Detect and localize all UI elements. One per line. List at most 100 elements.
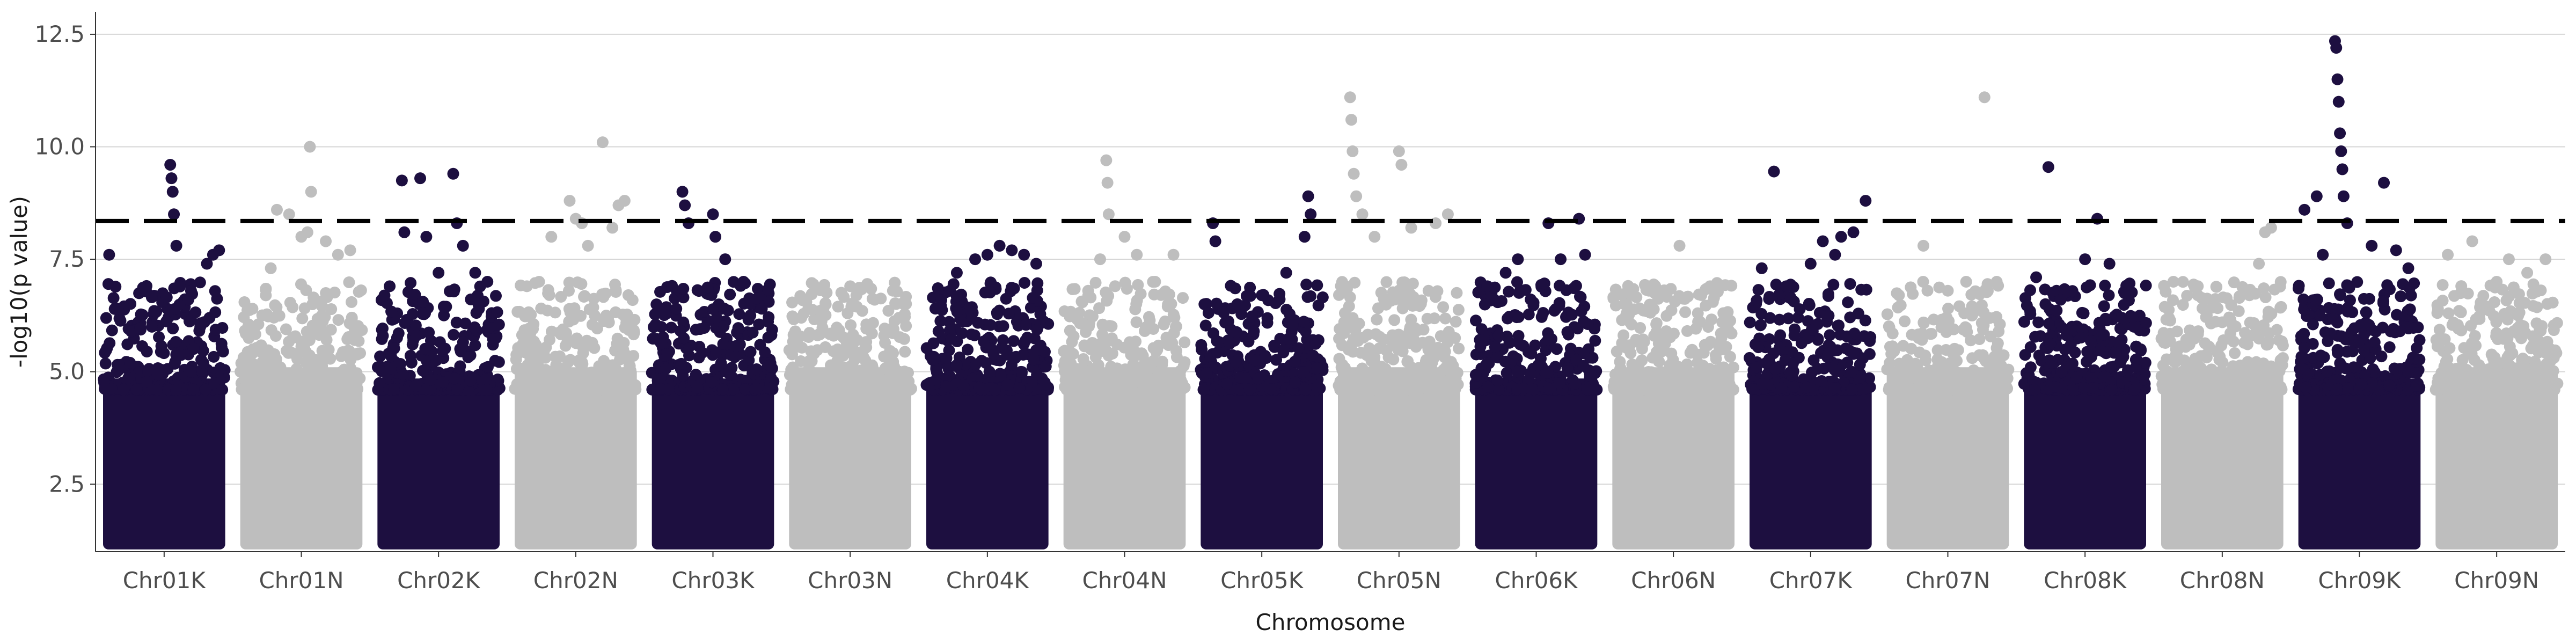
point — [2029, 331, 2041, 343]
x-tick-label: Chr06K — [1495, 567, 1578, 594]
point — [2056, 321, 2068, 334]
peak-point — [185, 284, 197, 297]
point — [847, 361, 859, 373]
point — [2176, 366, 2189, 378]
point — [815, 315, 828, 327]
point — [1086, 382, 1098, 394]
peak-point — [1344, 91, 1356, 104]
point — [1527, 296, 1540, 309]
point — [1144, 314, 1156, 327]
point — [421, 355, 433, 367]
peak-point — [124, 356, 136, 369]
point-cloud-Chr03N — [789, 367, 911, 550]
point — [1197, 384, 1210, 396]
point — [1512, 311, 1525, 323]
point — [1492, 329, 1505, 341]
point — [2455, 306, 2467, 318]
point — [1569, 377, 1582, 390]
point — [1697, 374, 1710, 386]
x-tick-label: Chr01K — [123, 567, 207, 594]
point — [851, 334, 863, 346]
point — [1709, 349, 1722, 361]
point — [425, 383, 437, 396]
point — [1644, 384, 1657, 396]
point — [2200, 352, 2213, 364]
point — [2187, 279, 2200, 291]
point — [627, 324, 640, 336]
point — [1703, 363, 1716, 375]
point — [406, 338, 419, 350]
point — [947, 278, 960, 290]
point — [2505, 305, 2517, 317]
point — [2298, 342, 2310, 354]
point — [1805, 324, 1818, 336]
point — [450, 317, 463, 329]
point — [1346, 312, 1359, 324]
point — [239, 327, 252, 340]
point — [1774, 341, 1786, 354]
point — [1162, 298, 1174, 311]
point — [1582, 318, 1594, 330]
peak-point — [1070, 312, 1082, 324]
peak-point — [1346, 145, 1359, 157]
point — [1333, 289, 1345, 301]
y-tick-label: 12.5 — [34, 21, 85, 47]
point — [711, 312, 723, 324]
peak-point — [1829, 248, 1841, 261]
point — [2045, 357, 2058, 369]
point — [491, 306, 503, 318]
point — [539, 352, 552, 364]
series-Chr04K — [920, 239, 1055, 550]
point — [1824, 329, 1836, 341]
point — [419, 342, 431, 355]
point — [1905, 369, 1917, 382]
point — [2300, 381, 2312, 393]
point — [1754, 319, 1767, 332]
point — [724, 288, 736, 301]
point — [1031, 369, 1043, 381]
peak-point — [1209, 235, 1221, 247]
point — [1019, 276, 1031, 289]
point — [733, 308, 745, 320]
series-Chr09K — [2292, 35, 2426, 550]
point — [249, 328, 261, 340]
point — [1034, 308, 1046, 320]
point — [2258, 382, 2271, 394]
point — [323, 343, 335, 356]
point — [258, 348, 270, 361]
point — [1177, 292, 1189, 304]
point — [751, 283, 764, 295]
point — [1702, 339, 1714, 352]
point — [155, 346, 167, 358]
point — [248, 358, 260, 371]
point — [1489, 341, 1501, 353]
point — [1019, 334, 1031, 347]
point — [1160, 370, 1173, 383]
point — [311, 369, 324, 381]
peak-point — [1395, 159, 1408, 171]
point — [2293, 280, 2305, 292]
point — [2158, 301, 2171, 313]
point — [2353, 336, 2365, 349]
series-Chr03K — [646, 186, 780, 550]
point-cloud-Chr02N — [515, 367, 637, 550]
point — [2277, 339, 2289, 352]
point — [1679, 292, 1691, 305]
point — [803, 382, 815, 394]
x-tick-label: Chr02K — [397, 567, 481, 594]
point — [1282, 333, 1294, 345]
point — [656, 338, 668, 350]
point — [122, 372, 134, 384]
point — [1686, 343, 1698, 356]
peak-point — [1978, 91, 1990, 104]
point — [1660, 325, 1672, 338]
point — [796, 341, 808, 354]
point — [407, 308, 419, 320]
point — [1948, 342, 1960, 355]
peak-point — [301, 226, 313, 238]
point — [515, 362, 528, 375]
point — [290, 348, 302, 360]
point — [388, 342, 400, 355]
point — [2274, 276, 2287, 288]
point — [1015, 365, 1027, 378]
